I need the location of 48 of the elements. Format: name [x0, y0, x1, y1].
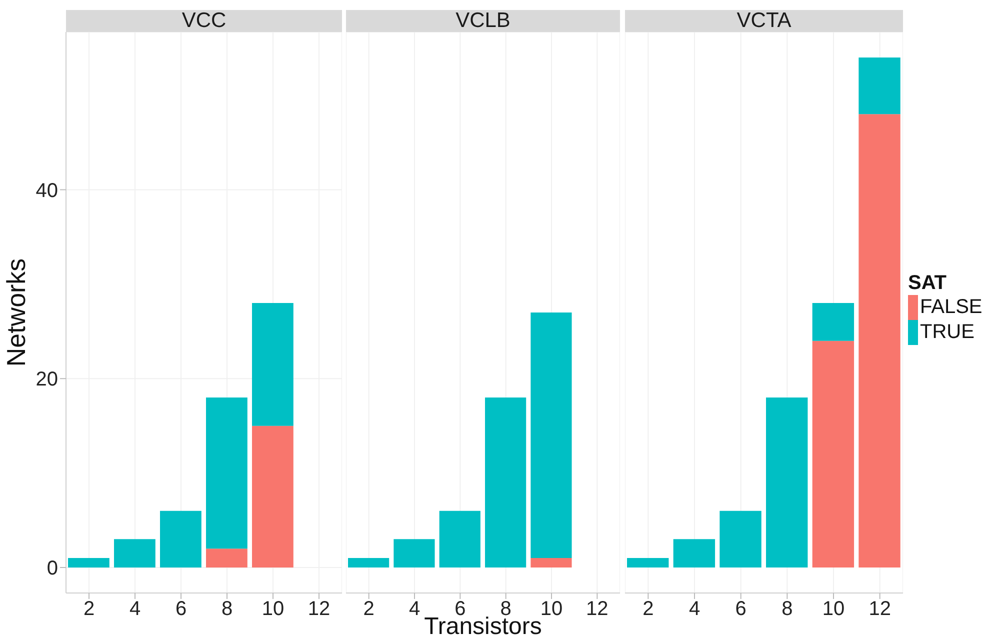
x-tick-label: 8 — [221, 598, 233, 620]
y-tick-label: 20 — [36, 368, 58, 391]
bar — [812, 340, 854, 568]
bar — [439, 510, 480, 568]
bar — [720, 510, 762, 568]
y-tick-label: 40 — [36, 180, 58, 202]
x-tick-label: 10 — [262, 598, 284, 620]
x-tick-label: 12 — [868, 598, 891, 620]
bar — [530, 558, 572, 568]
x-tick-label: 6 — [454, 598, 466, 620]
bar — [627, 558, 669, 568]
y-tick-label: 0 — [46, 558, 58, 580]
bar — [348, 558, 390, 568]
x-tick-label: 2 — [363, 598, 374, 620]
x-tick-label: 4 — [129, 598, 141, 620]
legend-title: SAT — [908, 272, 948, 295]
bar — [252, 303, 294, 426]
bar — [858, 58, 900, 114]
y-axis-title: Networks — [1, 258, 32, 367]
bar — [252, 426, 294, 568]
bar — [206, 398, 248, 549]
bar — [812, 303, 854, 341]
x-tick-label: 2 — [83, 598, 95, 620]
bar — [114, 539, 156, 568]
chart-title: VCTA — [625, 9, 903, 32]
bar — [858, 114, 900, 568]
chart-title: VCLB — [346, 9, 620, 32]
bar — [673, 539, 716, 568]
bar — [485, 398, 526, 568]
x-tick-label: 6 — [175, 598, 187, 620]
x-tick-label: 4 — [688, 598, 700, 620]
x-tick-label: 12 — [308, 598, 330, 620]
x-tick-label: 8 — [782, 598, 793, 620]
bar — [394, 539, 435, 568]
x-tick-label: 12 — [586, 598, 608, 620]
bar — [766, 398, 808, 568]
bar — [160, 510, 202, 568]
bar — [206, 548, 248, 568]
legend-label: TRUE — [920, 321, 974, 344]
x-tick-label: 10 — [822, 598, 845, 620]
bar — [68, 558, 110, 568]
x-tick-label: 6 — [735, 598, 746, 620]
x-tick-label: 2 — [642, 598, 654, 620]
legend-label: FALSE — [920, 296, 982, 319]
chart-title: VCC — [66, 9, 342, 32]
x-tick-label: 4 — [408, 598, 420, 620]
x-tick-label: 10 — [540, 598, 563, 620]
bar — [530, 312, 572, 558]
